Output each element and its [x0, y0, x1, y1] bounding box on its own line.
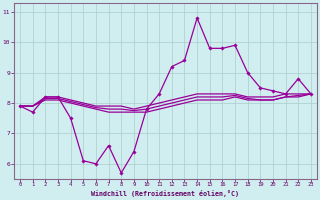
X-axis label: Windchill (Refroidissement éolien,°C): Windchill (Refroidissement éolien,°C)	[92, 190, 239, 197]
